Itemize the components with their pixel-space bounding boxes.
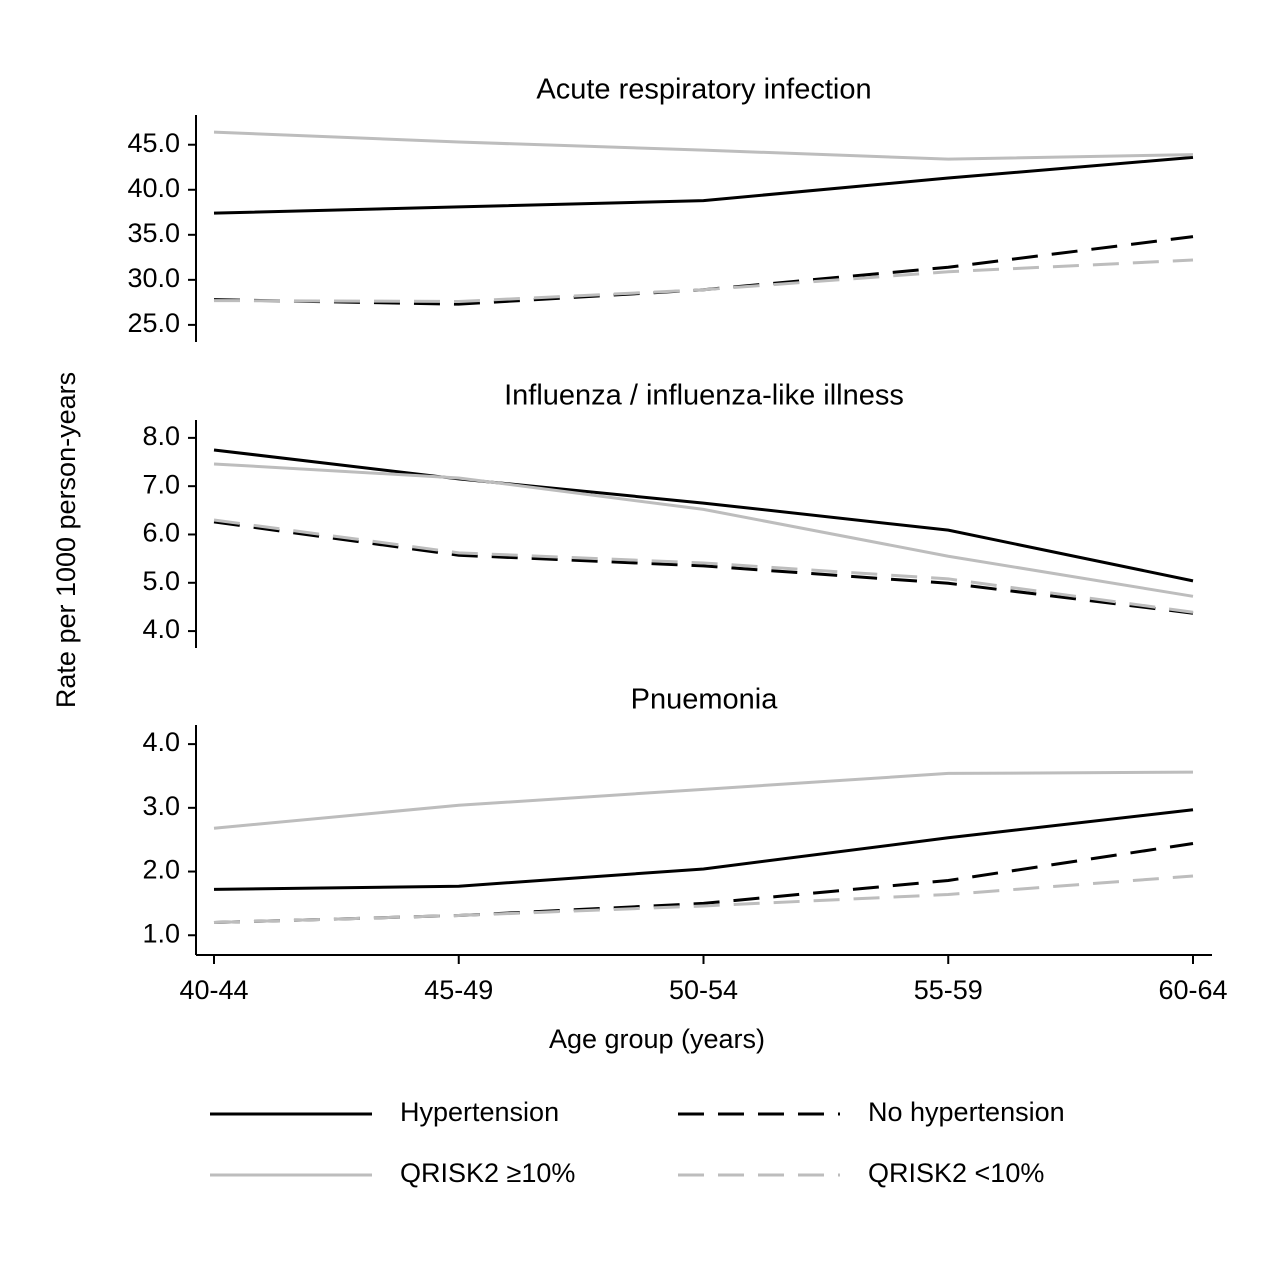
y-tick-label: 40.0 [127, 173, 180, 203]
series-line [213, 874, 1194, 925]
x-tick-label: 55-59 [914, 975, 983, 1005]
y-tick-label: 2.0 [142, 855, 180, 885]
y-tick-label: 45.0 [127, 128, 180, 158]
series-line [213, 770, 1194, 830]
legend-label: QRISK2 ≥10% [400, 1158, 575, 1188]
y-tick-label: 8.0 [142, 421, 180, 451]
y-tick-label: 30.0 [127, 263, 180, 293]
x-tick-label: 40-44 [179, 975, 248, 1005]
x-tick-label: 50-54 [669, 975, 738, 1005]
y-tick-label: 6.0 [142, 518, 180, 548]
series-line [213, 808, 1194, 891]
x-tick-label: 60-64 [1158, 975, 1227, 1005]
y-tick-label: 35.0 [127, 218, 180, 248]
y-tick-label: 5.0 [142, 566, 180, 596]
y-tick-label: 25.0 [127, 308, 180, 338]
y-tick-label: 4.0 [142, 727, 180, 757]
y-tick-label: 3.0 [142, 791, 180, 821]
series-line [213, 258, 1194, 303]
legend-label: Hypertension [400, 1097, 559, 1127]
legend-label: No hypertension [868, 1097, 1065, 1127]
panel-title: Pnuemonia [631, 684, 779, 716]
series-line [213, 155, 1194, 215]
series-line [213, 130, 1194, 161]
y-tick-label: 4.0 [142, 614, 180, 644]
series-line [213, 518, 1194, 614]
x-tick-label: 45-49 [424, 975, 493, 1005]
legend-label: QRISK2 <10% [868, 1158, 1044, 1188]
panel-title: Acute respiratory infection [536, 74, 871, 106]
series-line [213, 448, 1194, 583]
series-line [213, 462, 1194, 598]
panel-title: Influenza / influenza-like illness [504, 380, 904, 412]
series-line [213, 520, 1194, 615]
x-axis-label: Age group (years) [549, 1024, 765, 1054]
y-tick-label: 7.0 [142, 469, 180, 499]
y-axis-label: Rate per 1000 person-years [51, 372, 81, 708]
y-tick-label: 1.0 [142, 918, 180, 948]
